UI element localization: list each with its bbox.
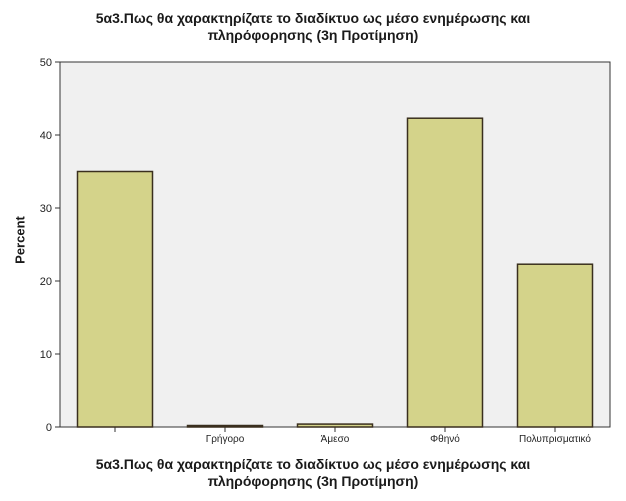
x-tick-label: Άμεσο <box>321 434 350 445</box>
bar <box>406 117 484 428</box>
x-axis-title-line-1: 5α3.Πως θα χαρακτηρίζατε το διαδίκτυο ως… <box>95 456 531 472</box>
y-tick-label: 50 <box>40 57 52 69</box>
bar <box>296 423 374 428</box>
chart-title: 5α3.Πως θα χαρακτηρίζατε το διαδίκτυο ως… <box>0 10 626 44</box>
x-axis-title: 5α3.Πως θα χαρακτηρίζατε το διαδίκτυο ως… <box>0 456 626 490</box>
bar <box>76 170 154 428</box>
chart-title-line-1: 5α3.Πως θα χαρακτηρίζατε το διαδίκτυο ως… <box>95 10 531 26</box>
x-axis-title-line-2: πληρόφορησης (3η Προτίμηση) <box>207 473 419 489</box>
bars <box>76 117 594 428</box>
y-tick-label: 20 <box>40 276 52 288</box>
y-tick-label: 40 <box>40 130 52 142</box>
y-axis-title: Percent <box>12 216 28 264</box>
x-tick-label: Πολυπρισματικό <box>519 433 591 445</box>
y-tick-label: 10 <box>40 349 52 361</box>
x-tick-label: Γρήγορο <box>206 433 245 445</box>
bar <box>186 424 264 428</box>
chart-title-line-2: πληρόφορησης (3η Προτίμηση) <box>207 27 419 43</box>
y-tick-label: 0 <box>46 422 52 434</box>
y-axis: 0 10 20 30 40 50 <box>40 57 61 434</box>
bar <box>516 263 594 428</box>
y-tick-label: 30 <box>40 203 52 215</box>
x-axis: Γρήγορο Άμεσο Φθηνό Πολυπρισματικό <box>60 426 610 445</box>
x-tick-label: Φθηνό <box>430 433 460 445</box>
